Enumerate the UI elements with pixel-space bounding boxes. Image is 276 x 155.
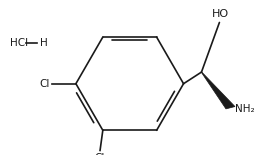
Text: Cl: Cl	[95, 153, 105, 155]
Text: NH₂: NH₂	[235, 104, 255, 114]
Polygon shape	[201, 72, 235, 109]
Text: HO: HO	[212, 9, 229, 19]
Text: H: H	[40, 38, 48, 48]
Text: Cl: Cl	[40, 79, 50, 89]
Text: HCl: HCl	[10, 38, 28, 48]
